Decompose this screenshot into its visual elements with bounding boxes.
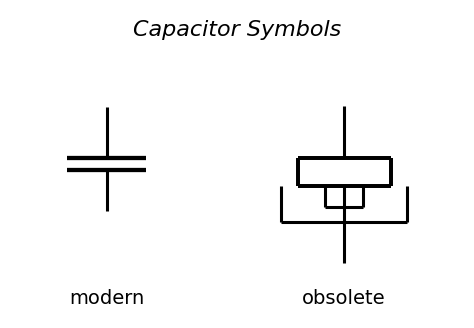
Text: modern: modern bbox=[69, 289, 144, 308]
Text: obsolete: obsolete bbox=[302, 289, 386, 308]
Text: Capacitor Symbols: Capacitor Symbols bbox=[133, 20, 341, 40]
